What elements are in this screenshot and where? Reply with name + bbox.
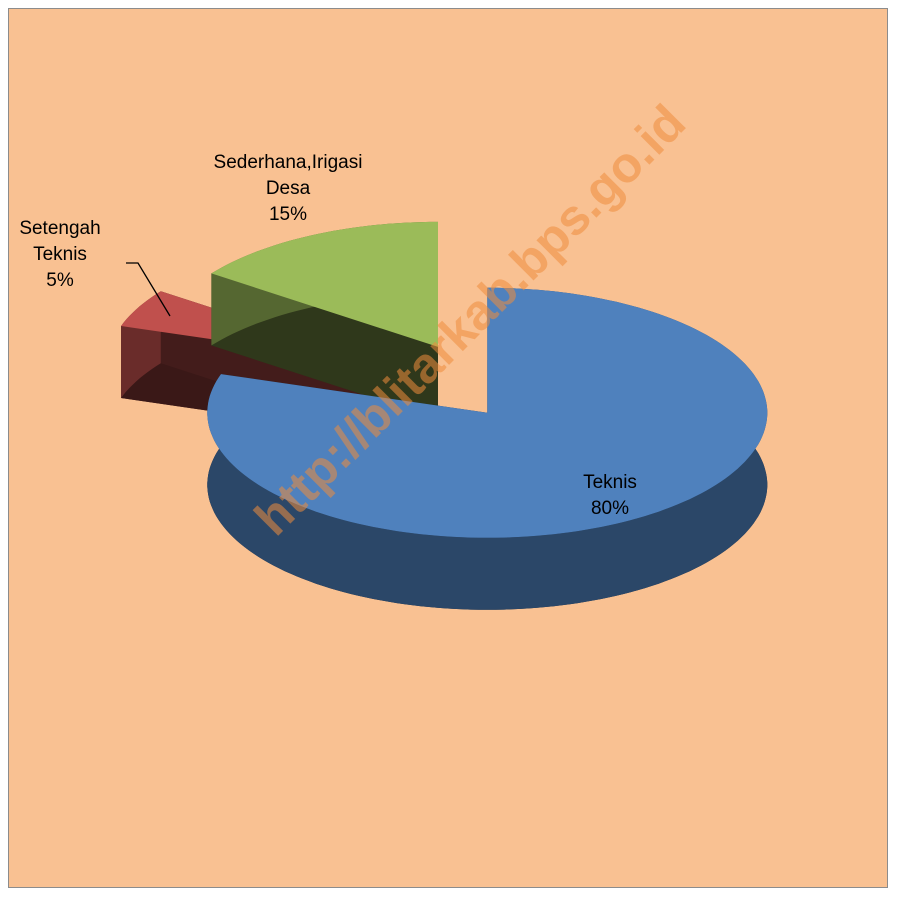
data-label: Sederhana,Irigasi Desa 15%	[212, 150, 364, 228]
leader-line	[126, 262, 171, 317]
label-value: 5%	[46, 270, 74, 291]
label-value: 80%	[590, 498, 630, 519]
label-name: Setengah Teknis	[19, 218, 101, 265]
label-name: Sederhana,Irigasi Desa	[213, 152, 363, 199]
label-value: 15%	[268, 204, 308, 225]
slice	[211, 221, 438, 347]
slice	[207, 287, 768, 538]
data-label: Setengah Teknis 5%	[5, 216, 115, 294]
data-label: Teknis 80%	[540, 470, 680, 522]
label-name: Teknis	[583, 472, 637, 493]
